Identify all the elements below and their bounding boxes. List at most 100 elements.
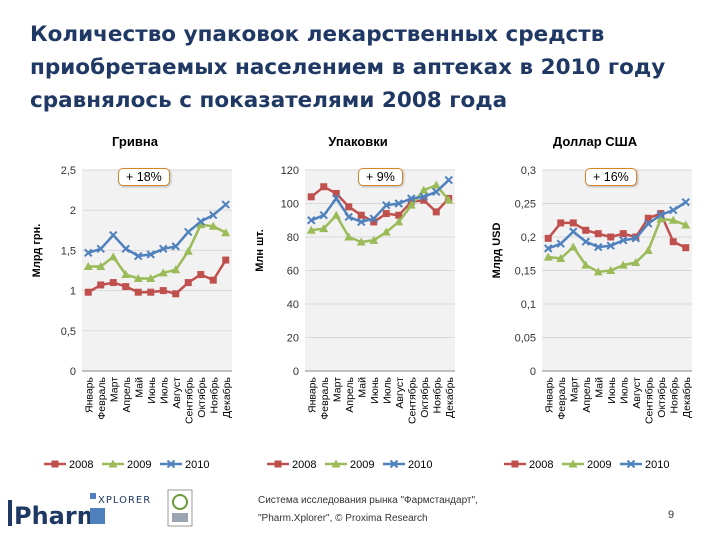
x-tick-label: Декабрь [681, 376, 693, 417]
data-point-2010 [196, 217, 205, 226]
data-point-2008 [370, 218, 378, 226]
data-point-2010 [221, 200, 230, 209]
data-point-2010 [407, 194, 416, 203]
data-point-2010 [121, 244, 130, 253]
legend-label: 2010 [408, 459, 432, 471]
legend-marker-2010 [389, 459, 399, 469]
chart-title: Упаковки [328, 134, 388, 149]
data-point-2010 [171, 242, 180, 251]
data-point-2010 [681, 197, 690, 207]
chart-hryvnia: Гривна 0 0,5 1 1,5 2 2,5 Млрд грн. Январь Феврал… [30, 130, 240, 480]
legend-marker-2010 [626, 459, 636, 469]
x-tick-label: Ноябрь [431, 376, 443, 413]
data-point-2009 [96, 261, 106, 270]
data-point-2010 [544, 244, 553, 253]
data-point-2010 [631, 234, 640, 243]
y-tick-label: 1 [70, 286, 76, 298]
data-point-2009 [319, 224, 329, 233]
legend-marker-2008 [511, 460, 519, 468]
data-point-2009 [208, 221, 218, 230]
data-point-2009 [431, 180, 441, 189]
y-tick-label: 0,5 [61, 326, 76, 338]
data-point-2008 [669, 238, 677, 246]
x-tick-label: Июнь [146, 376, 158, 403]
data-point-2010 [606, 241, 615, 250]
y-axis-label: Млн шт. [254, 229, 266, 272]
logo-bar [8, 500, 12, 526]
data-point-2008 [84, 288, 92, 296]
y-tick-label: 0,1 [521, 299, 536, 311]
x-tick-label: Декабрь [221, 376, 233, 417]
y-tick-label: 100 [281, 199, 299, 211]
data-point-2009 [568, 242, 578, 251]
data-point-2009 [394, 217, 404, 226]
footer-source-line: Система исследования рынка "Фармстандарт… [258, 495, 478, 506]
data-point-2010 [619, 236, 628, 245]
legend-label: 2008 [529, 459, 553, 471]
chart-title: Доллар США [552, 134, 638, 149]
data-point-2008 [97, 281, 105, 289]
data-point-2008 [644, 214, 652, 222]
y-tick-label: 2 [70, 205, 76, 217]
data-point-2009 [306, 225, 316, 234]
data-point-2009 [618, 260, 628, 269]
data-point-2010 [209, 210, 218, 220]
x-tick-label: Сентябрь [406, 376, 418, 424]
pharmxplorer-logo: Pharm XPLORER [8, 489, 193, 530]
x-tick-label: Апрель [581, 376, 593, 412]
data-point-2009 [631, 257, 641, 266]
data-point-2008 [159, 287, 167, 295]
data-point-2009 [196, 220, 206, 229]
data-point-2008 [682, 244, 690, 252]
x-tick-label: Февраль [96, 376, 108, 419]
data-point-2010 [332, 194, 341, 203]
data-point-2009 [419, 185, 429, 194]
data-point-2008 [395, 211, 403, 219]
data-point-2008 [544, 234, 552, 242]
logo-text: Pharm [14, 502, 102, 530]
legend-marker-2009 [331, 459, 341, 468]
y-tick-label: 0 [70, 366, 76, 378]
data-point-2009 [83, 261, 93, 270]
data-point-2010 [319, 211, 328, 220]
data-point-2010 [444, 175, 453, 185]
legend-label: 2008 [292, 459, 316, 471]
data-point-2008 [420, 196, 428, 204]
data-point-2010 [369, 214, 378, 223]
data-point-2008 [557, 219, 565, 227]
x-tick-label: Октябрь [656, 376, 668, 417]
data-point-2010 [159, 244, 168, 253]
y-tick-label: 0,25 [515, 199, 536, 211]
data-point-2008 [147, 288, 155, 296]
data-point-2009 [643, 245, 653, 254]
data-point-2009 [668, 215, 678, 224]
y-tick-label: 60 [287, 266, 299, 278]
data-point-2009 [171, 265, 181, 274]
slide-title: Количество упаковок лекарственных средст… [30, 22, 666, 113]
legend-label: 2009 [350, 459, 374, 471]
x-tick-label: Январь [83, 376, 95, 413]
x-tick-label: Октябрь [196, 376, 208, 417]
x-tick-label: Октябрь [419, 376, 431, 417]
y-tick-label: 2,5 [61, 165, 76, 177]
data-point-2010 [644, 219, 653, 228]
data-point-2009 [681, 220, 691, 229]
data-point-2010 [669, 205, 678, 215]
data-point-2009 [331, 210, 341, 219]
data-point-2009 [344, 232, 354, 241]
data-point-2010 [382, 200, 391, 210]
logo-dot [90, 493, 96, 499]
legend-marker-2008 [274, 460, 282, 468]
data-point-2008 [607, 233, 615, 241]
data-point-2010 [581, 237, 590, 246]
data-point-2009 [221, 228, 231, 237]
footer-source: Система исследования рынка "Фармстандарт… [258, 492, 558, 528]
data-point-2010 [307, 216, 316, 225]
data-point-2010 [432, 187, 441, 196]
data-point-2008 [382, 210, 390, 218]
data-point-2009 [606, 266, 616, 274]
growth-badge: + 18% [118, 168, 170, 186]
data-point-2009 [406, 200, 416, 209]
y-axis-label: Млрд USD [491, 223, 503, 279]
data-point-2008 [619, 230, 627, 238]
